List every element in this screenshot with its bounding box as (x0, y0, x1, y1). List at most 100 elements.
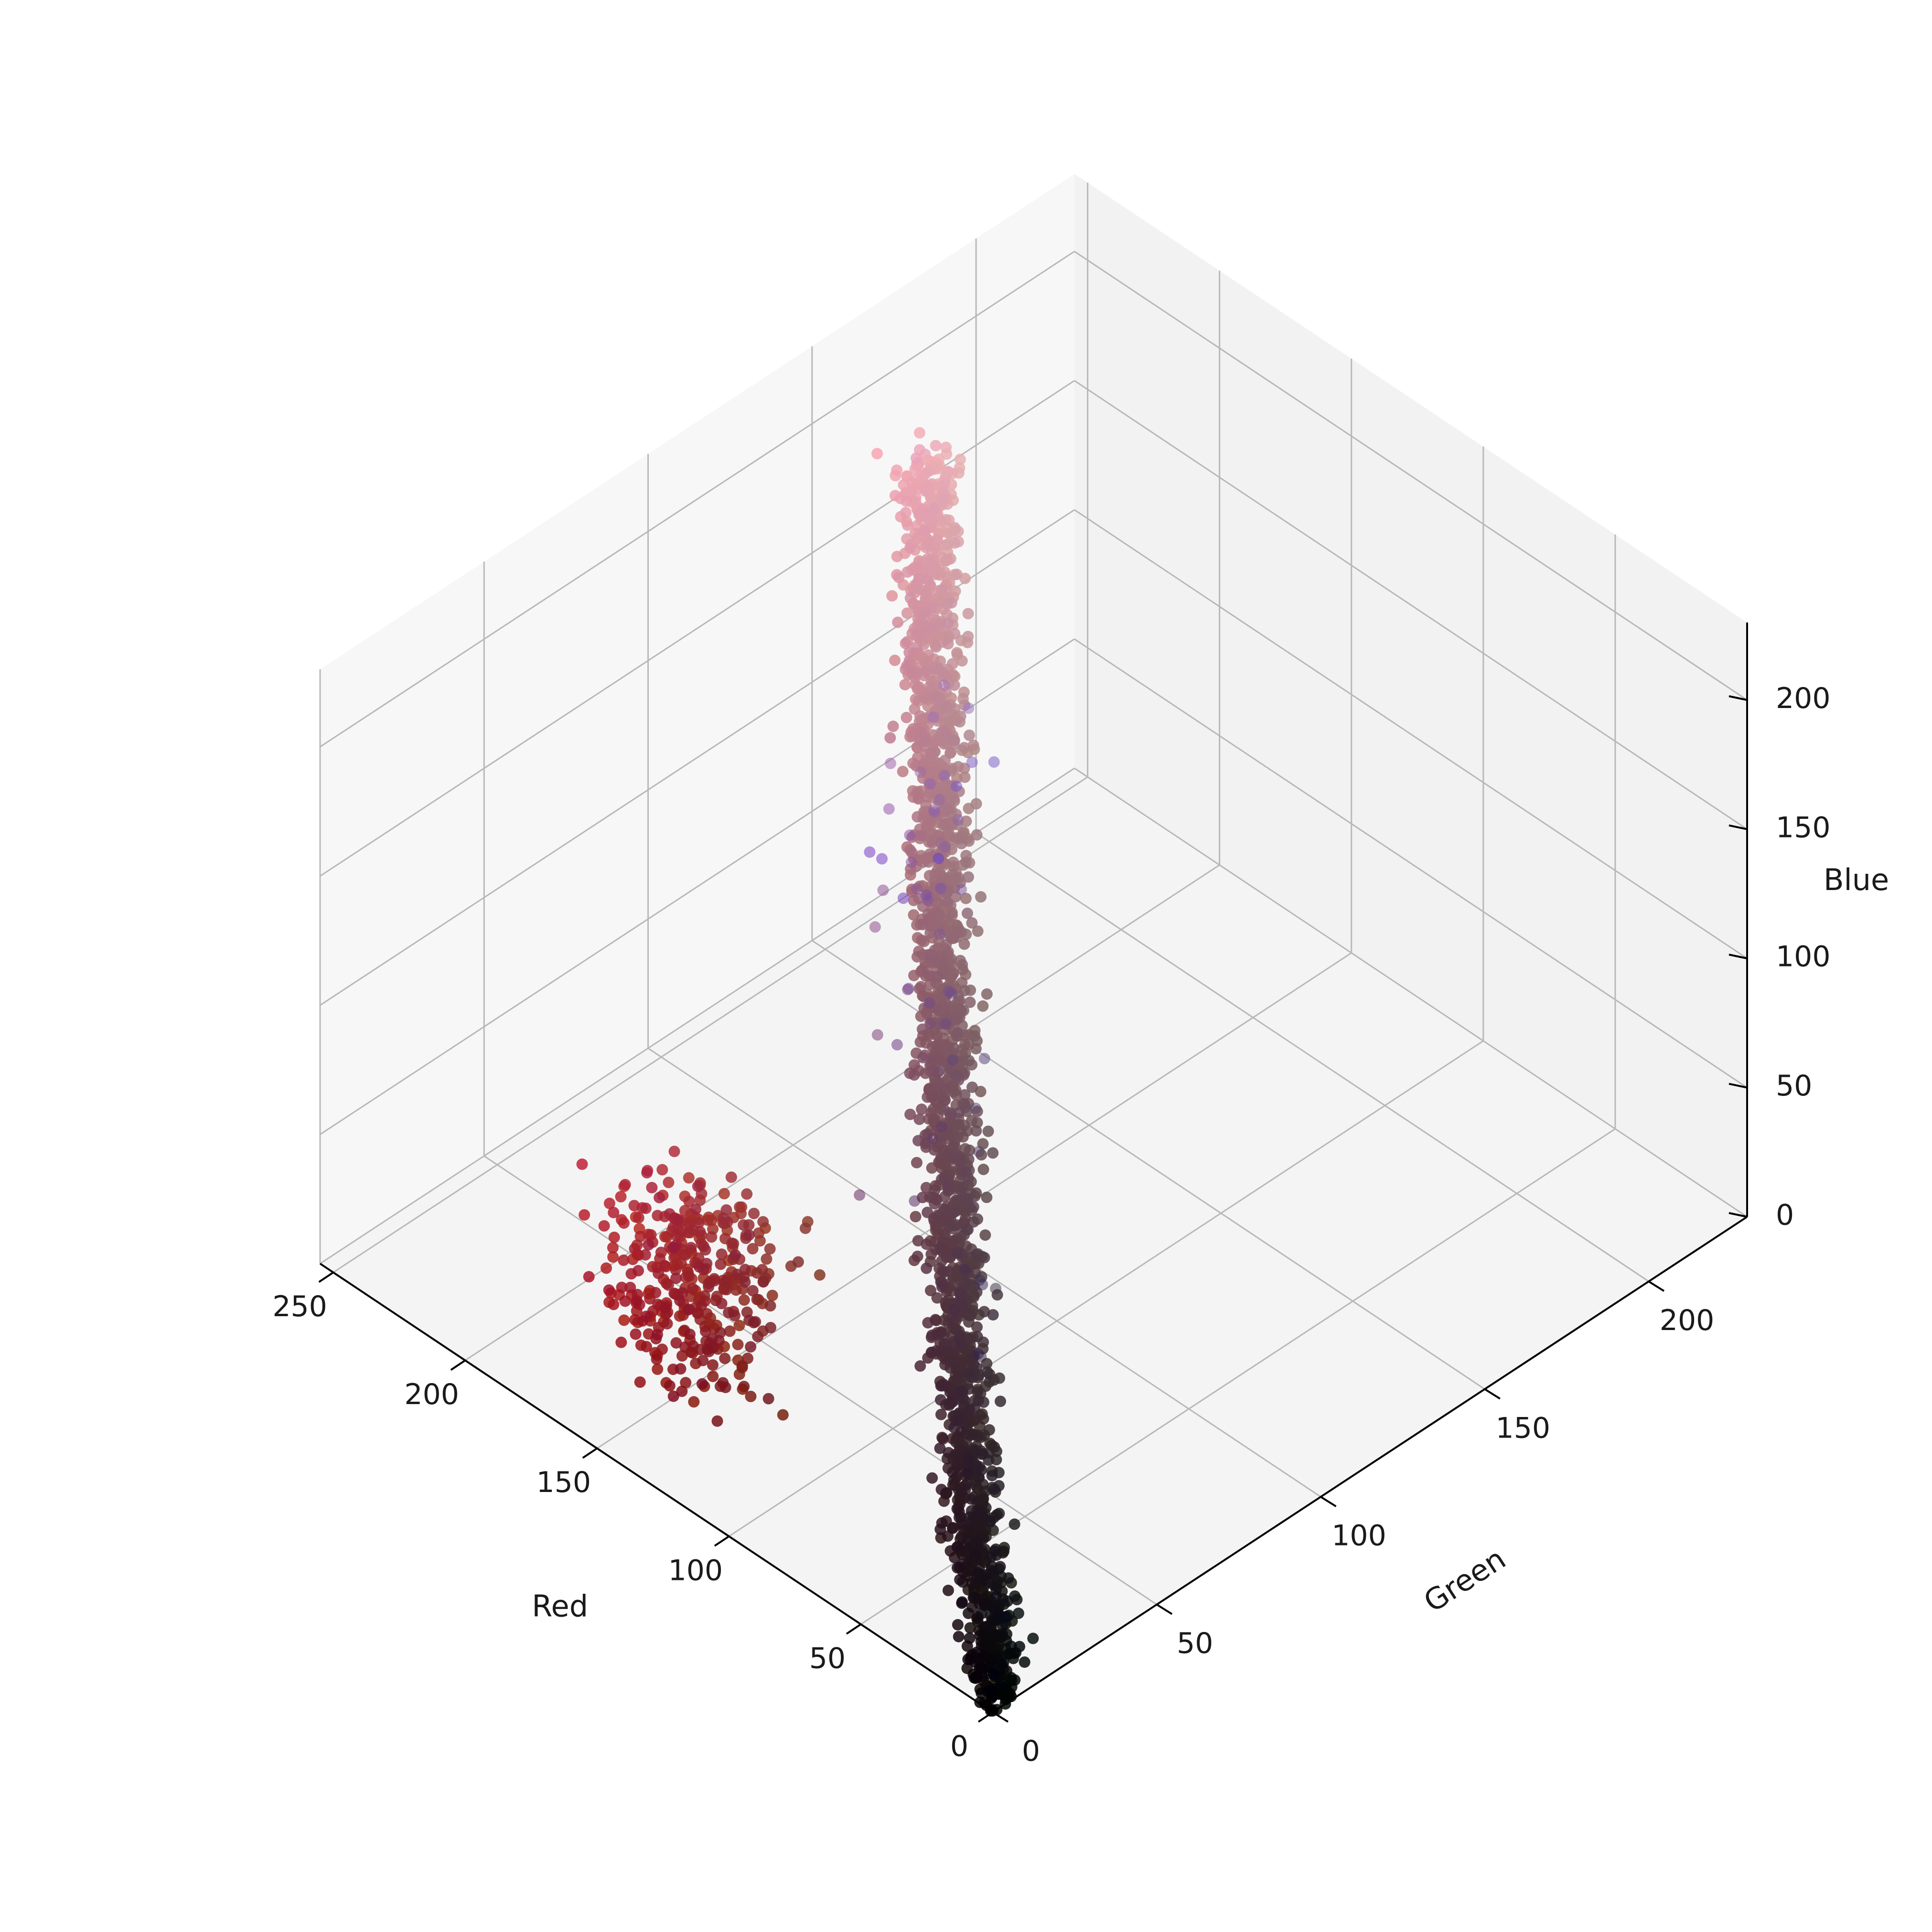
red-tick-label: 100 (668, 1554, 723, 1587)
data-point (939, 1191, 951, 1202)
data-point (576, 1158, 588, 1170)
data-point (945, 988, 957, 1000)
data-point (957, 1098, 969, 1109)
data-point (579, 1209, 590, 1221)
data-point (652, 1210, 664, 1222)
data-point (742, 1352, 753, 1364)
data-point (901, 607, 913, 619)
data-point (608, 1299, 620, 1310)
data-point (900, 637, 912, 649)
data-point (706, 1214, 718, 1226)
data-point (639, 1249, 651, 1261)
data-point (952, 1119, 964, 1131)
data-point (939, 1359, 951, 1371)
data-point (654, 1191, 665, 1203)
blue-tick-mark (1728, 1212, 1748, 1218)
data-point (904, 1067, 916, 1079)
data-point (603, 1197, 615, 1209)
data-point (942, 1585, 954, 1596)
data-point (921, 1008, 933, 1020)
data-point (716, 1298, 728, 1309)
data-point (984, 1515, 996, 1527)
data-point (929, 502, 941, 514)
blue-tick-label: 100 (1776, 940, 1831, 974)
data-point (938, 1338, 950, 1350)
data-point (916, 1103, 928, 1115)
data-point (985, 1685, 997, 1697)
data-point (939, 841, 951, 853)
data-point (951, 1246, 963, 1258)
data-point (676, 1385, 688, 1397)
data-point (919, 468, 931, 480)
data-point (697, 1354, 709, 1366)
data-point (941, 448, 953, 460)
data-point (942, 1530, 954, 1542)
data-point (663, 1177, 675, 1188)
data-point (976, 1464, 987, 1476)
data-point (940, 514, 952, 526)
data-point (953, 1106, 965, 1118)
data-point (935, 584, 947, 596)
data-point (983, 1376, 995, 1388)
data-point (583, 1271, 595, 1283)
grid-line-red-floor (729, 1040, 1484, 1537)
data-point (960, 856, 972, 868)
data-point (683, 1172, 695, 1184)
data-point (685, 1242, 697, 1254)
data-point (934, 794, 945, 805)
back-left-pane (320, 174, 1074, 1264)
data-point (985, 1705, 997, 1717)
data-point (728, 1238, 740, 1250)
data-point (913, 1113, 925, 1125)
data-point (977, 1448, 989, 1460)
data-point (973, 1146, 985, 1158)
data-point (920, 889, 932, 901)
data-point (900, 507, 912, 518)
data-point (947, 1207, 959, 1219)
red-tick-mark (450, 1359, 466, 1371)
red-axis-line (319, 1263, 994, 1713)
data-point (690, 1203, 702, 1215)
data-point (630, 1328, 642, 1340)
data-point (939, 802, 951, 814)
data-point (956, 1596, 968, 1608)
data-point (927, 711, 939, 723)
data-point (987, 1147, 999, 1159)
data-point (959, 771, 971, 783)
data-point (926, 1162, 938, 1174)
data-point (911, 883, 923, 895)
data-points (576, 427, 1039, 1717)
data-point (719, 1233, 731, 1245)
data-point (608, 1207, 620, 1218)
data-point (958, 742, 970, 753)
data-point (911, 951, 923, 963)
data-point (912, 811, 923, 823)
data-point (925, 1331, 937, 1343)
data-point (996, 1688, 1008, 1700)
data-point (641, 1167, 653, 1179)
data-point (954, 716, 966, 728)
data-point (923, 856, 934, 868)
data-point (964, 996, 976, 1008)
data-point (953, 1631, 965, 1642)
data-point (664, 1380, 676, 1392)
data-point (1009, 1518, 1020, 1530)
data-point (988, 1579, 1000, 1591)
data-point (962, 1466, 974, 1478)
data-point (619, 1179, 631, 1191)
red-tick-label: 0 (950, 1730, 968, 1763)
data-point (906, 667, 918, 679)
data-point (631, 1295, 643, 1307)
data-point (921, 1238, 933, 1250)
data-point (956, 1385, 968, 1397)
data-point (718, 1188, 730, 1200)
data-point (902, 519, 913, 531)
green-tick-label: 50 (1177, 1627, 1213, 1660)
data-point (990, 1590, 1002, 1602)
data-point (904, 542, 916, 554)
data-point (972, 1386, 983, 1398)
data-point (995, 1395, 1006, 1407)
data-point (962, 631, 974, 643)
data-point (904, 1108, 916, 1120)
data-point (912, 1135, 924, 1147)
